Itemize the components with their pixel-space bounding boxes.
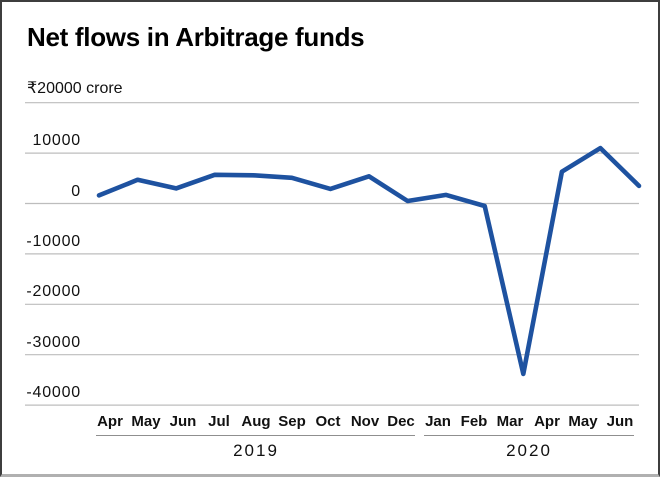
gridlines	[25, 102, 639, 406]
month-label: Jun	[169, 413, 197, 430]
month-label: Mar	[496, 413, 524, 430]
month-label: Dec	[387, 413, 415, 430]
y-axis-unit-label: ₹20000 crore	[27, 80, 123, 97]
month-label: Jan	[425, 413, 451, 430]
month-label: Jul	[208, 413, 230, 430]
flow-line	[96, 145, 642, 377]
y-tick-label: -20000	[26, 283, 81, 300]
month-label: Nov	[350, 413, 380, 430]
month-label: May	[568, 413, 598, 430]
y-tick-label: -30000	[26, 334, 81, 351]
year-group-rule	[96, 435, 415, 436]
month-label: Jun	[606, 413, 634, 430]
month-label: Apr	[97, 413, 123, 430]
month-label: May	[131, 413, 161, 430]
year-label: 2019	[233, 441, 279, 460]
month-label: Aug	[241, 413, 271, 430]
year-label: 2020	[506, 441, 552, 460]
y-tick-label: 10000	[32, 132, 81, 149]
month-label: Sep	[278, 413, 306, 430]
month-label: Feb	[460, 413, 488, 430]
month-label: Apr	[534, 413, 560, 430]
y-tick-label: -40000	[26, 384, 81, 401]
month-label: Oct	[315, 413, 341, 430]
year-group-rule	[424, 435, 634, 436]
chart-title: Net flows in Arbitrage funds	[27, 22, 365, 52]
y-tick-label: 0	[71, 183, 81, 200]
y-tick-label: -10000	[26, 233, 81, 250]
